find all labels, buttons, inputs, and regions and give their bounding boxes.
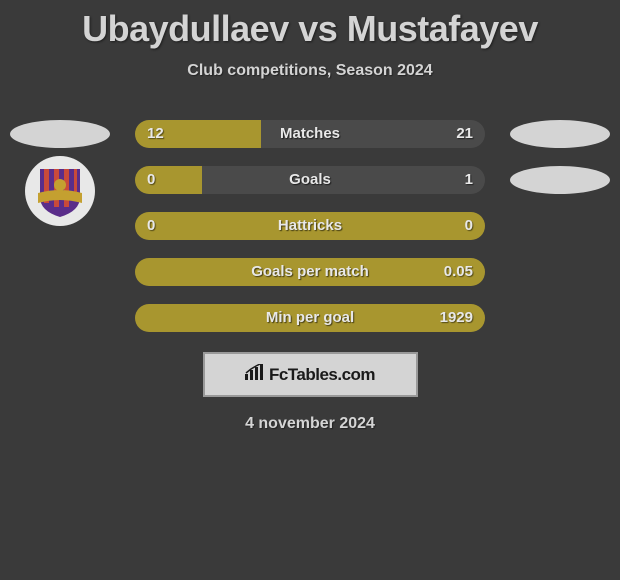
stat-row: 1929Min per goal <box>0 304 620 332</box>
stat-row: 00Hattricks <box>0 212 620 240</box>
stat-label: Hattricks <box>135 212 485 240</box>
brand-text: FcTables.com <box>269 365 375 385</box>
stat-label: Goals <box>135 166 485 194</box>
stat-row: 0.05Goals per match <box>0 258 620 286</box>
team-marker-right <box>510 120 610 148</box>
stat-label: Goals per match <box>135 258 485 286</box>
page-title: Ubaydullaev vs Mustafayev <box>0 0 620 50</box>
team-marker-right <box>510 166 610 194</box>
stat-label: Min per goal <box>135 304 485 332</box>
stat-row: 1221Matches <box>0 120 620 148</box>
team-marker-left <box>10 120 110 148</box>
stat-row: 01Goals <box>0 166 620 194</box>
stat-label: Matches <box>135 120 485 148</box>
date-text: 4 november 2024 <box>0 415 620 433</box>
brand-chart-icon <box>245 364 265 385</box>
brand-box: FcTables.com <box>203 352 418 397</box>
comparison-chart: 1221Matches 01Goals 00Hattricks 0.05Goals … <box>0 120 620 332</box>
page-subtitle: Club competitions, Season 2024 <box>0 62 620 80</box>
